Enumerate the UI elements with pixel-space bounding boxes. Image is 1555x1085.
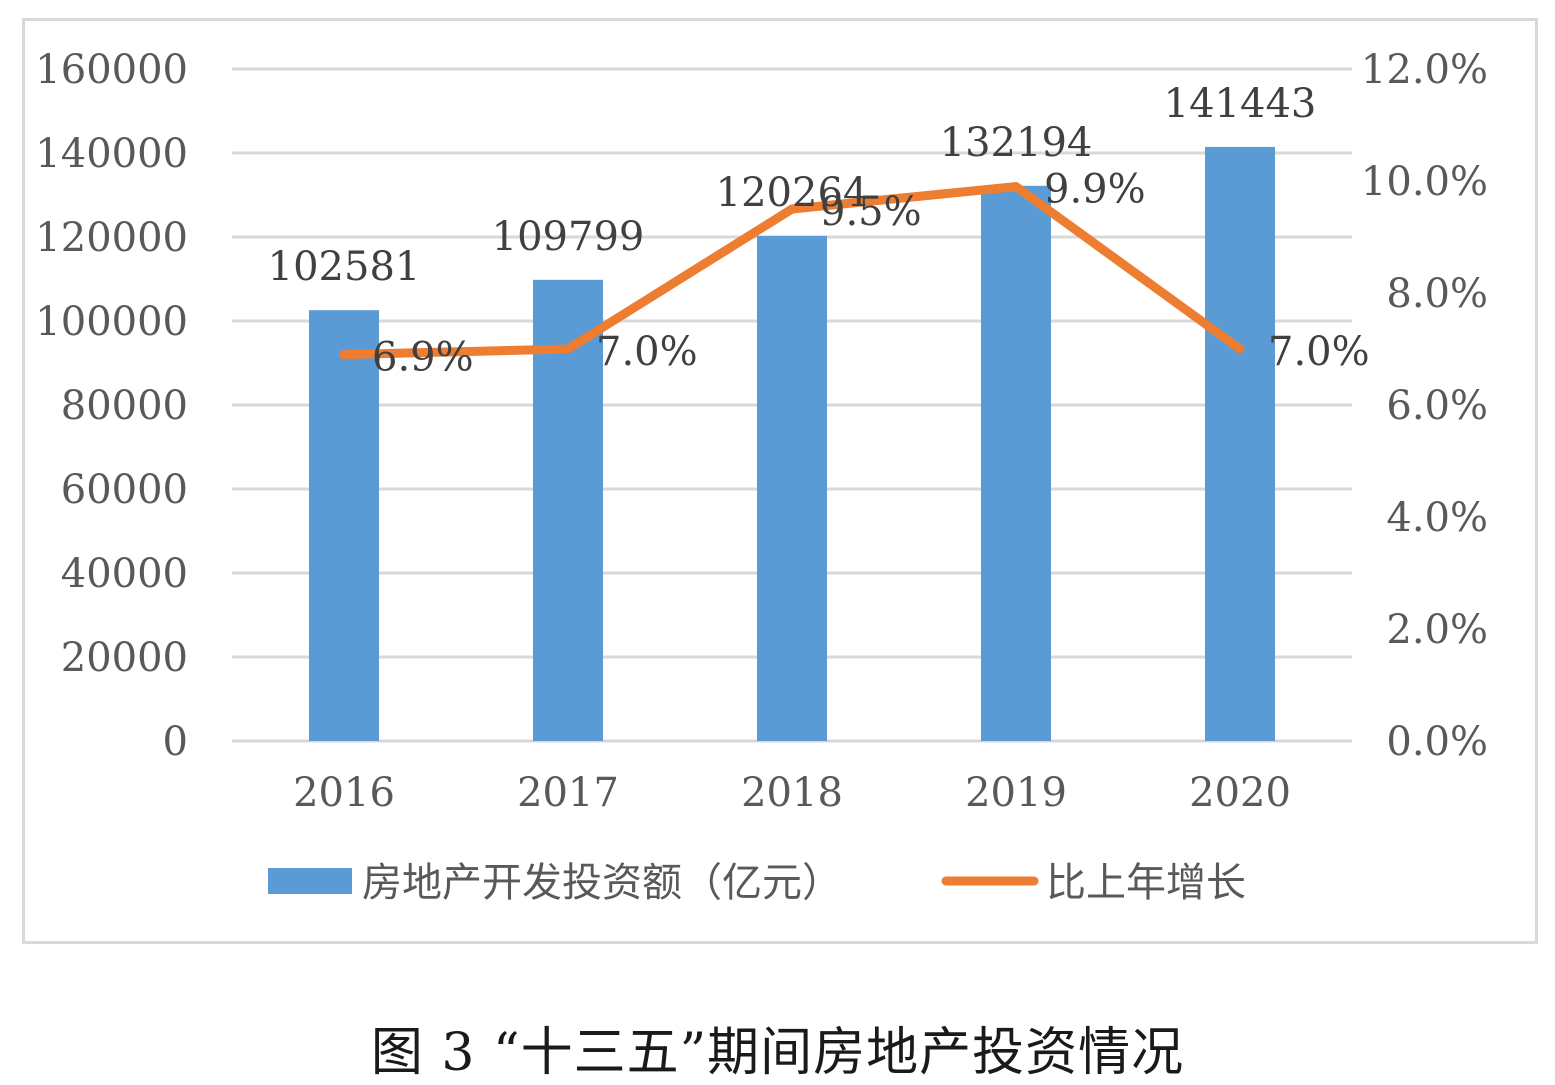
bar [533,279,603,741]
right-tick-label: 10.0% [1361,159,1488,205]
line-data-label: 7.0% [596,329,698,375]
bar-data-label: 120264 [716,170,869,216]
line-point [787,204,797,214]
right-tick-label: 2.0% [1386,607,1488,653]
x-tick-label: 2016 [293,770,395,816]
legend-bar-swatch [268,868,352,894]
bar [981,185,1051,741]
left-tick-label: 120000 [35,215,188,261]
line-data-labels: 6.9% 7.0% 9.5% 9.9% 7.0% [372,167,1370,381]
x-tick-label: 2017 [517,770,619,816]
right-tick-label: 12.0% [1361,47,1488,93]
figure-caption: 图 3 “十三五”期间房地产投资情况 [370,1023,1185,1083]
right-tick-label: 6.0% [1386,383,1488,429]
line-data-label: 6.9% [372,335,474,381]
bar [309,310,379,741]
legend-line-label: 比上年增长 [1046,860,1246,906]
line-point [339,350,349,360]
bar-data-label: 109799 [492,214,645,260]
bar-series [309,146,1275,742]
right-tick-label: 8.0% [1386,271,1488,317]
legend-bar-label: 房地产开发投资额（亿元） [362,860,842,906]
x-tick-label: 2020 [1189,770,1291,816]
x-axis-ticks: 2016 2017 2018 2019 2020 [293,770,1291,816]
line-point [1235,344,1245,354]
left-tick-label: 20000 [61,635,188,681]
line-data-label: 9.9% [1044,167,1146,213]
right-tick-label: 4.0% [1386,495,1488,541]
line-series [339,182,1245,360]
line-data-label: 9.5% [820,189,922,235]
x-tick-label: 2018 [741,770,843,816]
x-tick-label: 2019 [965,770,1067,816]
right-axis-ticks: 0.0% 2.0% 4.0% 6.0% 8.0% 10.0% 12.0% [1361,47,1488,765]
right-tick-label: 0.0% [1386,719,1488,765]
line-point [1011,182,1021,192]
bar [757,235,827,741]
bar-data-label: 102581 [268,244,421,290]
left-tick-label: 160000 [35,47,188,93]
left-axis-ticks: 0 20000 40000 60000 80000 100000 120000 140000 1… [35,47,188,765]
line-data-label: 7.0% [1268,329,1370,375]
line-point [563,344,573,354]
bar-data-label: 141443 [1164,81,1317,127]
bar-data-labels: 102581 109799 120264 132194 141443 [268,81,1317,290]
left-tick-label: 40000 [61,551,188,597]
left-tick-label: 140000 [35,131,188,177]
left-tick-label: 0 [163,719,188,765]
bar-data-label: 132194 [940,120,1093,166]
left-tick-label: 60000 [61,467,188,513]
left-tick-label: 100000 [35,299,188,345]
left-tick-label: 80000 [61,383,188,429]
legend: 房地产开发投资额（亿元） 比上年增长 [268,860,1246,906]
bar [1205,146,1275,742]
